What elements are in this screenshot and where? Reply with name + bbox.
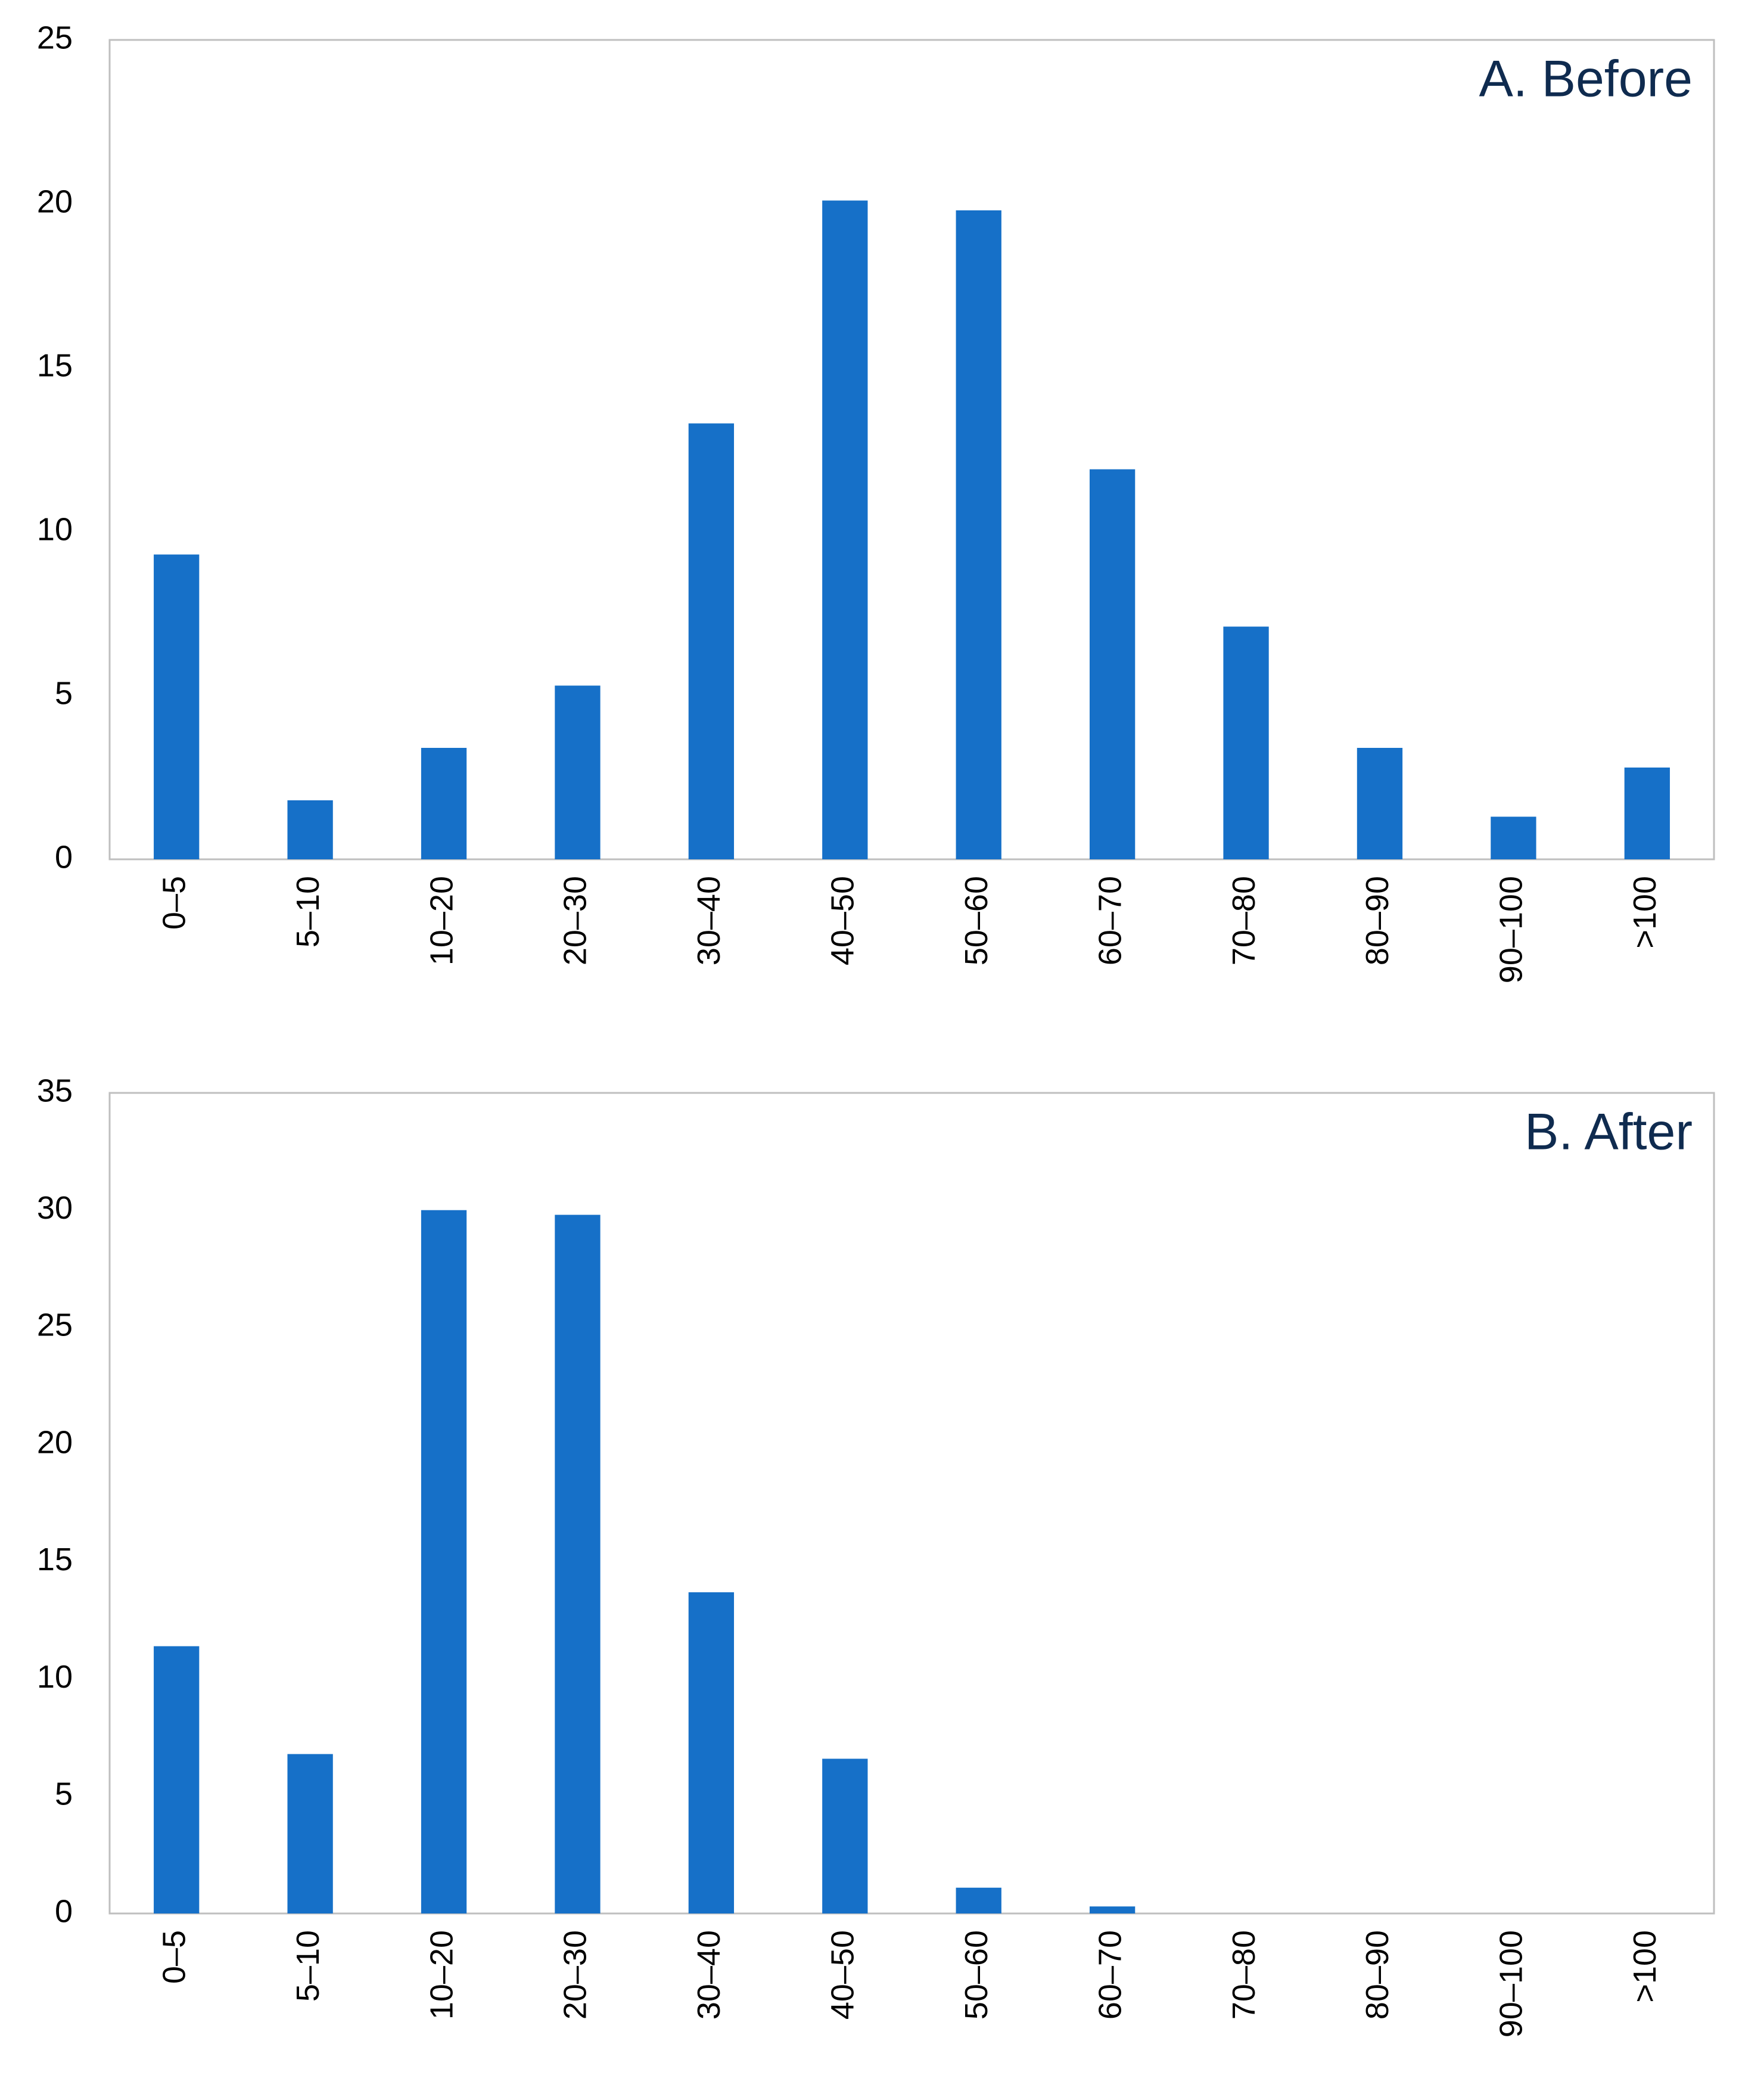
y-tick-label: 0 bbox=[55, 1893, 73, 1929]
bar bbox=[421, 748, 467, 859]
x-tick-label: 60–70 bbox=[1092, 876, 1128, 965]
x-tick-label: 10–20 bbox=[424, 1930, 459, 2020]
bar bbox=[1223, 626, 1269, 859]
y-tick-label: 25 bbox=[37, 20, 73, 55]
x-tick-label: 50–60 bbox=[959, 1930, 994, 2020]
x-tick-label: 80–90 bbox=[1360, 876, 1395, 965]
x-tick-label: >100 bbox=[1627, 876, 1663, 949]
y-tick-label: 20 bbox=[37, 184, 73, 219]
x-tick-label: 0–5 bbox=[156, 1930, 192, 1984]
x-tick-label: 90–100 bbox=[1494, 876, 1529, 983]
bar bbox=[154, 554, 200, 859]
bar bbox=[1491, 816, 1536, 859]
bar bbox=[287, 1754, 333, 1913]
chart-title: A. Before bbox=[1479, 51, 1693, 108]
x-tick-label: 80–90 bbox=[1360, 1930, 1395, 2020]
x-tick-label: 40–50 bbox=[825, 876, 861, 965]
bar bbox=[1089, 1906, 1136, 1913]
x-tick-label: 70–80 bbox=[1226, 1930, 1262, 2020]
bar bbox=[688, 423, 735, 859]
bar bbox=[555, 685, 601, 859]
x-tick-label: 0–5 bbox=[156, 876, 192, 930]
plot-frame bbox=[108, 39, 1715, 860]
bar bbox=[688, 1592, 735, 1913]
x-tick-label: 90–100 bbox=[1494, 1930, 1529, 2037]
plot-frame bbox=[108, 1092, 1715, 1915]
bar bbox=[1357, 748, 1403, 859]
x-tick-label: 10–20 bbox=[424, 876, 459, 965]
y-tick-label: 35 bbox=[37, 1073, 73, 1108]
y-tick-label: 10 bbox=[37, 511, 73, 547]
bar bbox=[421, 1210, 467, 1913]
bar bbox=[822, 1759, 868, 1913]
x-tick-label: 50–60 bbox=[959, 876, 994, 965]
chart-title: B. After bbox=[1525, 1104, 1693, 1161]
y-tick-label: 25 bbox=[37, 1307, 73, 1343]
bar bbox=[956, 210, 1001, 859]
x-tick-label: 20–30 bbox=[558, 1930, 593, 2020]
bar bbox=[1089, 469, 1136, 859]
bar bbox=[287, 800, 333, 859]
bar bbox=[822, 200, 868, 859]
x-tick-label: 70–80 bbox=[1226, 876, 1262, 965]
x-tick-label: 60–70 bbox=[1092, 1930, 1128, 2020]
y-tick-label: 15 bbox=[37, 1542, 73, 1577]
bar bbox=[154, 1646, 200, 1913]
y-tick-label: 5 bbox=[55, 1776, 73, 1812]
y-tick-label: 10 bbox=[37, 1659, 73, 1695]
y-tick-label: 20 bbox=[37, 1424, 73, 1460]
x-tick-label: 30–40 bbox=[691, 876, 727, 965]
bar bbox=[1624, 768, 1670, 859]
x-tick-label: 40–50 bbox=[825, 1930, 861, 2020]
x-tick-label: 20–30 bbox=[558, 876, 593, 965]
y-tick-label: 5 bbox=[55, 675, 73, 711]
x-tick-label: 5–10 bbox=[290, 876, 326, 948]
y-tick-label: 30 bbox=[37, 1190, 73, 1226]
bar bbox=[555, 1214, 601, 1913]
y-tick-label: 15 bbox=[37, 347, 73, 383]
x-tick-label: >100 bbox=[1627, 1930, 1663, 2003]
x-tick-label: 5–10 bbox=[290, 1930, 326, 2002]
bar bbox=[956, 1887, 1001, 1913]
x-tick-label: 30–40 bbox=[691, 1930, 727, 2020]
y-tick-label: 0 bbox=[55, 839, 73, 875]
